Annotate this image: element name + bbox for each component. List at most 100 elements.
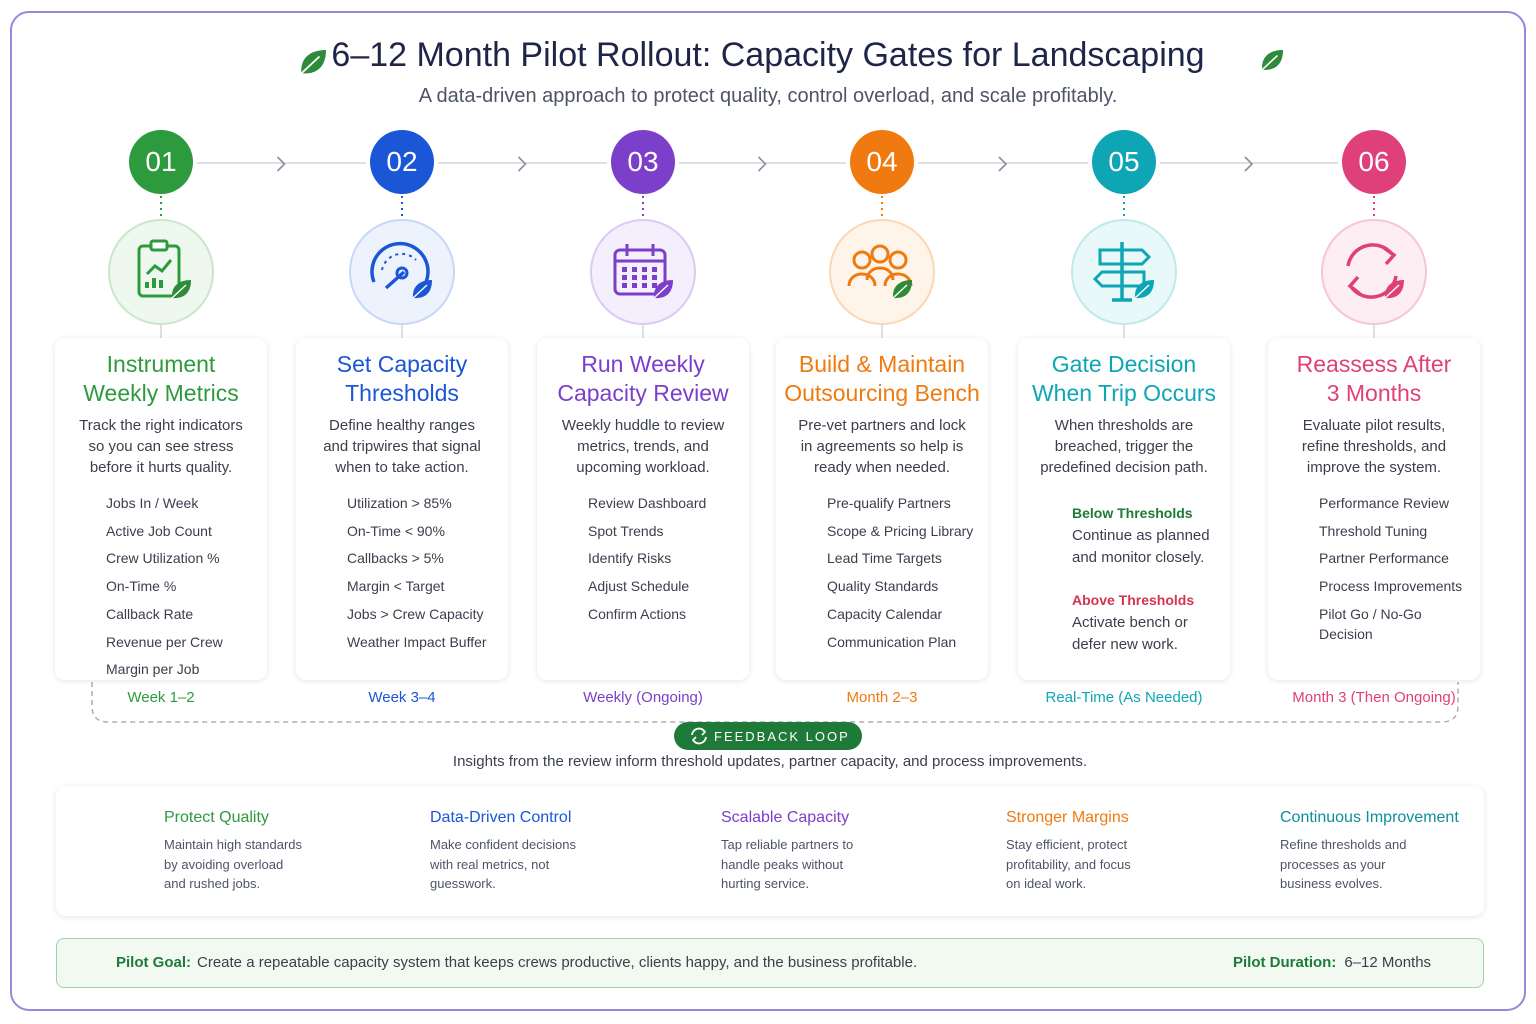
step-card (55, 338, 267, 680)
feedback-label: FEEDBACK LOOP (714, 729, 850, 744)
step-item: Quality Standards (827, 578, 939, 595)
icon-part (642, 267, 647, 272)
step-item: Jobs In / Week (106, 495, 199, 511)
step-icon-circle (1321, 219, 1427, 325)
step-number-circle (1092, 130, 1156, 194)
footer-bar (56, 938, 1484, 988)
step-description: Weekly huddle to review (561, 417, 725, 434)
step-item: Partner Performance (1319, 550, 1449, 567)
step-item: On-Time % (106, 578, 177, 595)
step-title: Set Capacity (336, 351, 468, 377)
icon-part (865, 266, 895, 281)
step-number-circle (611, 130, 675, 194)
step-description: breached, trigger the (1054, 438, 1194, 455)
connector-chevron (517, 156, 527, 172)
icon-part (870, 244, 890, 264)
icon-part (652, 267, 657, 272)
step-title: Weekly Metrics (83, 380, 239, 406)
leaf-icon (892, 280, 912, 299)
step-description: Track the right indicators (79, 417, 243, 434)
icon-part (1347, 275, 1362, 296)
footer-goal: Pilot Goal: Create a repeatable capacity … (116, 954, 1156, 971)
benefit-text: handle peaks without (721, 856, 844, 872)
goal-text: Create a repeatable capacity system that… (197, 954, 918, 971)
step-icon (370, 241, 430, 290)
step-title: Outsourcing Bench (784, 380, 980, 406)
step-item: Communication Plan (827, 633, 957, 650)
step-number-circle (129, 130, 193, 194)
step-item: Crew Utilization % (106, 550, 220, 567)
icon-part (847, 272, 877, 287)
leaf-icon (1134, 280, 1154, 299)
outcome-label: Below Thresholds (1072, 505, 1193, 521)
benefit-text: Refine thresholds and (1280, 837, 1407, 852)
step-item: Active Job Count (106, 522, 212, 539)
icon-part (642, 283, 647, 288)
benefit-text: processes as your (1280, 856, 1386, 872)
outcome-text: Continue as planned (1072, 527, 1210, 544)
step-description: in agreements so help is (800, 438, 964, 455)
benefit-text: profitability, and focus (1006, 856, 1131, 872)
feedback-icon (691, 727, 707, 745)
step-title: 3 Months (1326, 380, 1422, 406)
icon-part (642, 275, 647, 280)
step-item: On-Time < 90% (347, 522, 445, 539)
step-icon (613, 244, 667, 296)
step-item: Pre-qualify Partners (827, 495, 951, 511)
benefit-title: Continuous Improvement (1280, 809, 1459, 826)
benefit-text: Make confident decisions (430, 837, 576, 852)
icon-part (622, 275, 627, 280)
benefit-text: and rushed jobs. (164, 876, 261, 891)
icon-part (384, 270, 406, 290)
icon-part (145, 278, 163, 288)
step-description: refine thresholds, and (1301, 438, 1447, 455)
leaf-icon (653, 280, 673, 299)
step-item: Margin per Job (106, 661, 200, 678)
icon-part (622, 267, 627, 272)
icon-part (888, 250, 908, 270)
outcome-text: defer new work. (1072, 636, 1178, 653)
step-item: Weather Impact Buffer (347, 633, 487, 650)
icon-part (1382, 246, 1397, 266)
icon-part (613, 248, 667, 296)
icon-part (149, 239, 169, 252)
step-card (776, 338, 988, 680)
icon-part (395, 266, 409, 280)
benefit-title: Data-Driven Control (430, 809, 572, 826)
benefit-title: Stronger Margins (1006, 809, 1129, 826)
duration-text: 6–12 Months (1344, 954, 1432, 971)
step-description: ready when needed. (814, 459, 950, 476)
icon-part (370, 241, 430, 287)
step-icon (137, 239, 181, 298)
leaf-vein (1261, 54, 1279, 71)
step-item: Margin < Target (347, 578, 445, 595)
step-number-circle (850, 130, 914, 194)
step-description: and tripwires that signal (323, 438, 481, 455)
step-item: Scope & Pricing Library (827, 522, 974, 539)
step-number: 01 (145, 146, 177, 177)
step-item: Callbacks > 5% (347, 550, 444, 567)
icon-part (625, 244, 655, 256)
connector-chevron (757, 156, 767, 172)
step-description: metrics, trends, and (577, 438, 709, 455)
step-item: Capacity Calendar (827, 605, 943, 622)
leaf-vein (1134, 284, 1150, 299)
step-description: When thresholds are (1054, 417, 1194, 434)
step-title: Thresholds (345, 380, 459, 406)
step-item: Threshold Tuning (1319, 522, 1428, 539)
icon-part (632, 283, 637, 288)
step-timing: Month 2–3 (846, 689, 918, 706)
benefit-title: Scalable Capacity (721, 809, 850, 826)
icon-part (652, 283, 657, 288)
duration-label: Pilot Duration: (1233, 954, 1337, 971)
connector-chevron (276, 156, 286, 172)
step-description: Define healthy ranges (329, 417, 475, 434)
step-timing: Week 1–2 (127, 689, 195, 706)
leaf-vein (892, 284, 908, 299)
leaf-vein (300, 55, 321, 75)
connector-chevron (1244, 156, 1254, 172)
benefit-text: Tap reliable partners to (721, 837, 854, 852)
icon-part (652, 275, 657, 280)
icon-part (145, 259, 173, 276)
